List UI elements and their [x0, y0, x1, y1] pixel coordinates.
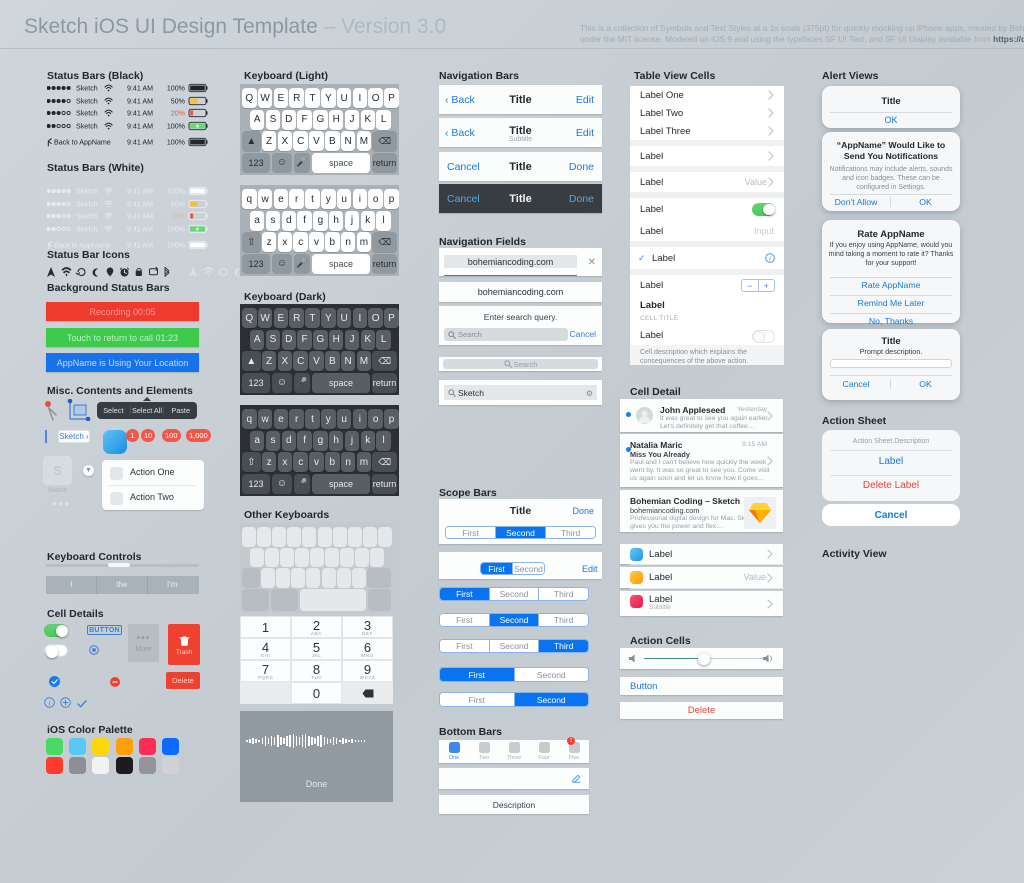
svg-text:i: i [769, 256, 771, 263]
svg-text:20%: 20% [171, 213, 186, 221]
svg-text:Sketch: Sketch [76, 188, 98, 196]
svg-text:9:41 AM: 9:41 AM [127, 242, 153, 250]
svg-text:100%: 100% [167, 225, 186, 233]
svg-text:9:41 AM: 9:41 AM [127, 85, 153, 93]
svg-text:Sketch: Sketch [76, 200, 98, 208]
svg-text:Sketch: Sketch [76, 85, 98, 93]
svg-text:100%: 100% [167, 139, 186, 147]
svg-text:9:41 AM: 9:41 AM [127, 188, 153, 196]
svg-text:9:41 AM: 9:41 AM [127, 97, 153, 105]
svg-text:100%: 100% [167, 122, 186, 130]
svg-text:Back to AppName: Back to AppName [54, 139, 111, 147]
svg-text:Sketch: Sketch [76, 122, 98, 130]
svg-text:9:41 AM: 9:41 AM [127, 213, 153, 221]
svg-text:20%: 20% [171, 110, 186, 118]
svg-text:100%: 100% [167, 188, 186, 196]
svg-text:Back to AppName: Back to AppName [54, 242, 111, 250]
svg-text:100%: 100% [167, 85, 186, 93]
svg-text:Sketch: Sketch [76, 97, 98, 105]
svg-text:100%: 100% [167, 242, 186, 250]
svg-text:i: i [49, 700, 51, 707]
svg-text:9:41 AM: 9:41 AM [127, 122, 153, 130]
svg-text:Sketch: Sketch [76, 213, 98, 221]
svg-text:50%: 50% [171, 200, 186, 208]
svg-text:9:41 AM: 9:41 AM [127, 139, 153, 147]
svg-text:9:41 AM: 9:41 AM [127, 225, 153, 233]
svg-text:Sketch: Sketch [76, 110, 98, 118]
svg-text:Sketch: Sketch [76, 225, 98, 233]
svg-text:50%: 50% [171, 97, 186, 105]
svg-text:9:41 AM: 9:41 AM [127, 200, 153, 208]
svg-text:9:41 AM: 9:41 AM [127, 110, 153, 118]
